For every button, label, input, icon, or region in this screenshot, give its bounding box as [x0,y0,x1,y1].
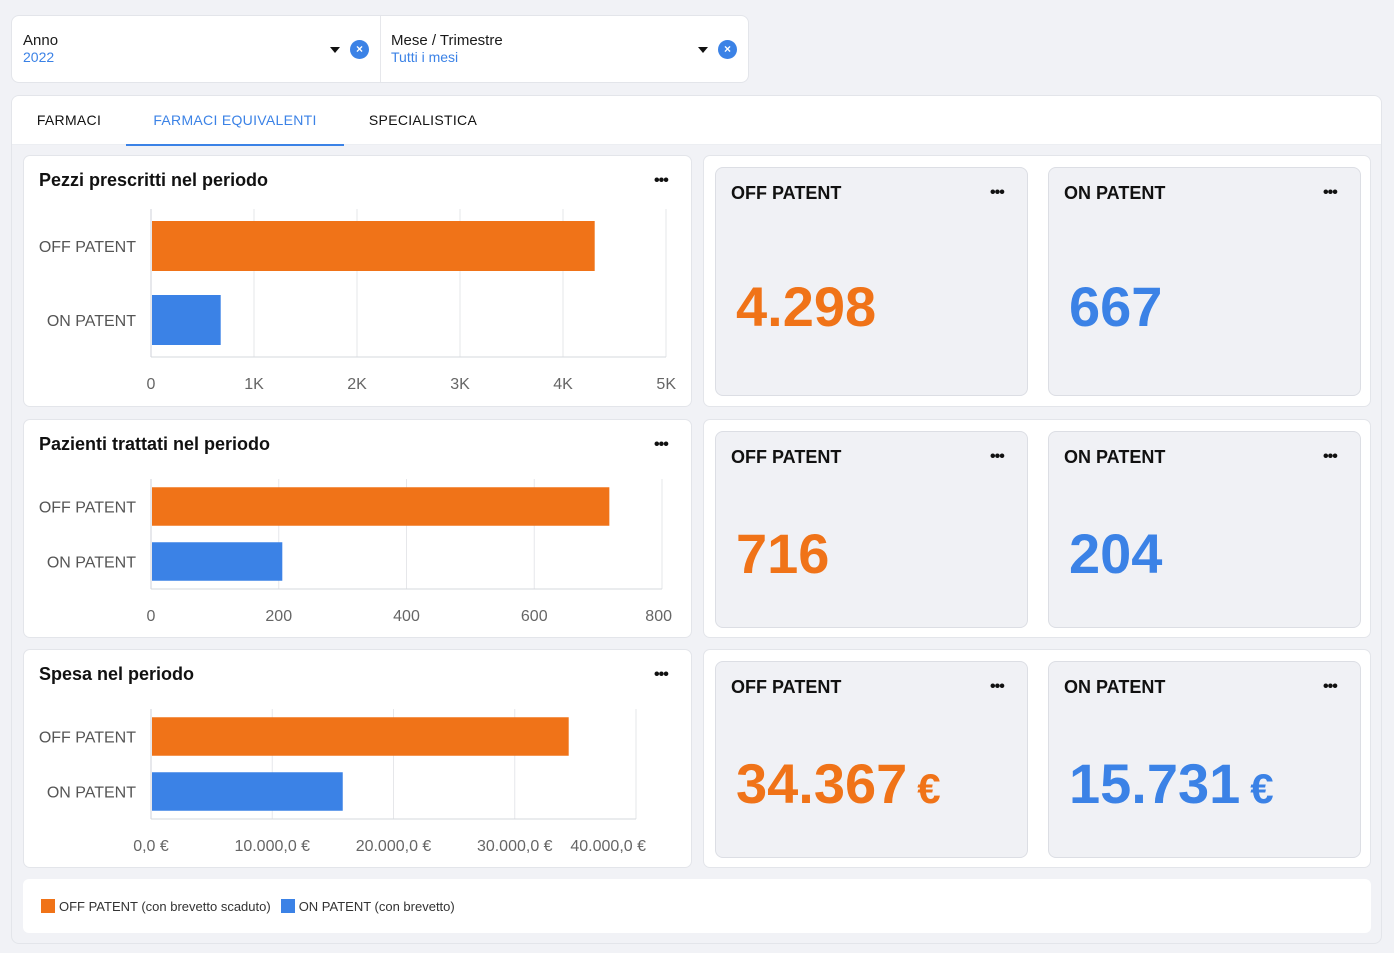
bar [152,772,343,811]
legend-swatch-off-patent [41,899,55,913]
x-tick-label: 3K [450,376,470,393]
kpi-value: 15.731 € [1069,756,1274,817]
x-tick-label: 1K [244,376,264,393]
more-menu-icon[interactable]: ••• [654,172,669,189]
more-menu-icon[interactable]: ••• [654,436,669,453]
x-tick-label: 20.000,0 € [356,838,432,855]
x-tick-label: 0 [147,608,156,625]
x-tick-label: 40.000,0 € [570,838,646,855]
chevron-down-icon[interactable] [698,47,708,53]
bar-chart-pazienti: 0 200 400 600 800 OFF PATENT ON PATENT [39,479,672,625]
chart-title: Pezzi prescritti nel periodo [39,170,269,190]
kpi-card-on-patent: ON PATENT ••• 204 [1048,431,1361,628]
legend: OFF PATENT (con brevetto scaduto) ON PAT… [23,879,1371,933]
kpi-value: 667 [1069,279,1172,340]
chevron-down-icon[interactable] [330,47,340,53]
kpi-group-pezzi: OFF PATENT ••• 4.298 ON PATENT ••• 667 [703,155,1371,407]
kpi-card-on-patent: ON PATENT ••• 667 [1048,167,1361,396]
bar [152,221,595,271]
chart-panel-pazienti: Pazienti trattati nel periodo ••• 0 200 40… [23,419,692,638]
currency-symbol: € [917,765,941,812]
legend-item-off-patent[interactable]: OFF PATENT (con brevetto scaduto) [41,899,271,914]
legend-label: ON PATENT (con brevetto) [298,898,455,914]
clear-icon[interactable]: × [718,40,737,59]
x-tick-label: 4K [553,376,573,393]
kpi-group-spesa: OFF PATENT ••• 34.367 € ON PATENT ••• 15.… [703,649,1371,868]
bar-chart-spesa: 0,0 € 10.000,0 € 20.000,0 € 30.000,0 € 40.00… [39,709,646,855]
period-filter-value: Tutti i mesi [391,49,459,65]
more-menu-icon[interactable]: ••• [1323,448,1338,465]
kpi-card-off-patent: OFF PATENT ••• 4.298 [715,167,1028,396]
kpi-title: ON PATENT [1064,447,1166,467]
more-menu-icon[interactable]: ••• [1323,678,1338,695]
bar [152,542,283,581]
more-menu-icon[interactable]: ••• [1323,184,1338,201]
x-tick-label: 0 [147,376,156,393]
x-tick-label: 5K [656,376,676,393]
chart-panel-spesa: Spesa nel periodo ••• 0,0 € 10.000,0 € 20.… [23,649,692,868]
kpi-value: 34.367 € [736,756,941,817]
y-category-label: OFF PATENT [39,500,136,517]
more-menu-icon[interactable]: ••• [990,448,1005,465]
kpi-number: 34.367 [736,752,908,815]
chart-panel-pezzi: Pezzi prescritti nel periodo ••• 0 1K 2K 3K… [23,155,692,407]
year-filter[interactable]: Anno 2022 × [12,16,380,82]
year-filter-label: Anno [23,32,59,49]
y-category-label: OFF PATENT [39,239,136,256]
x-tick-label: 10.000,0 € [234,838,310,855]
dashboard-container: FARMACI FARMACI EQUIVALENTI SPECIALISTIC… [11,95,1382,944]
kpi-value: 716 [736,526,839,587]
kpi-number: 716 [736,522,830,585]
tab-specialistica[interactable]: SPECIALISTICA [368,112,478,128]
legend-label: OFF PATENT (con brevetto scaduto) [59,898,271,914]
period-filter[interactable]: Mese / Trimestre Tutti i mesi × [380,16,748,82]
chart-title: Spesa nel periodo [39,664,195,684]
kpi-number: 15.731 [1069,752,1241,815]
kpi-card-on-patent: ON PATENT ••• 15.731 € [1048,661,1361,858]
bar [152,487,610,526]
clear-icon[interactable]: × [350,40,369,59]
chart-title: Pazienti trattati nel periodo [39,434,271,454]
kpi-title: ON PATENT [1064,677,1166,697]
kpi-title: ON PATENT [1064,183,1166,203]
bar [152,295,221,345]
y-category-label: ON PATENT [47,313,136,330]
x-tick-label: 400 [393,608,420,625]
period-filter-label: Mese / Trimestre [391,32,503,49]
legend-item-on-patent[interactable]: ON PATENT (con brevetto) [280,898,455,914]
kpi-number: 204 [1069,522,1163,585]
y-category-label: ON PATENT [47,555,136,572]
bar [152,717,569,756]
more-menu-icon[interactable]: ••• [990,678,1005,695]
kpi-number: 4.298 [736,275,877,338]
filter-bar: Anno 2022 × Mese / Trimestre Tutti i mes… [11,15,749,83]
kpi-number: 667 [1069,275,1163,338]
year-filter-value: 2022 [23,49,55,65]
x-tick-label: 800 [645,608,672,625]
y-category-label: ON PATENT [47,785,136,802]
kpi-card-off-patent: OFF PATENT ••• 34.367 € [715,661,1028,858]
tab-farmaci[interactable]: FARMACI [36,112,102,128]
currency-symbol: € [1250,765,1274,812]
legend-swatch-on-patent [280,899,295,913]
x-tick-label: 600 [521,608,548,625]
more-menu-icon[interactable]: ••• [990,184,1005,201]
kpi-group-pazienti: OFF PATENT ••• 716 ON PATENT ••• 204 [703,419,1371,638]
kpi-value: 4.298 [736,279,886,340]
x-tick-label: 2K [347,376,367,393]
kpi-title: OFF PATENT [731,447,842,467]
more-menu-icon[interactable]: ••• [654,666,669,683]
kpi-title: OFF PATENT [731,677,842,697]
bar-chart-pezzi: 0 1K 2K 3K 4K 5K OFF PATENT ON PATENT [39,209,676,393]
tab-farmaci-equivalenti[interactable]: FARMACI EQUIVALENTI [126,96,344,146]
kpi-card-off-patent: OFF PATENT ••• 716 [715,431,1028,628]
kpi-title: OFF PATENT [731,183,842,203]
kpi-value: 204 [1069,526,1172,587]
tab-bar: FARMACI FARMACI EQUIVALENTI SPECIALISTIC… [12,96,1381,146]
x-tick-label: 0,0 € [133,838,169,855]
x-tick-label: 30.000,0 € [477,838,553,855]
y-category-label: OFF PATENT [39,730,136,747]
x-tick-label: 200 [265,608,292,625]
